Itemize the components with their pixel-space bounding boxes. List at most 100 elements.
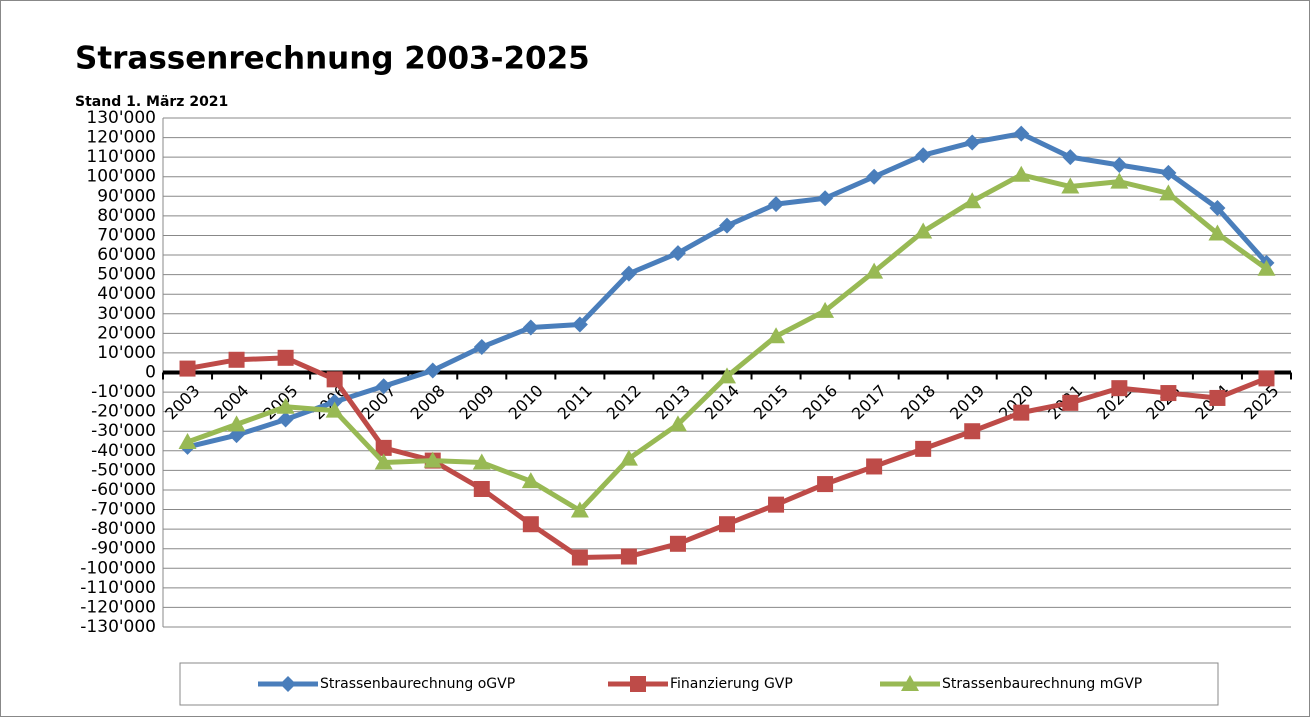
marker-diamond <box>1209 200 1226 217</box>
marker-triangle <box>718 367 736 384</box>
y-tick-label: -50'000 <box>91 460 156 480</box>
y-tick-label: 30'000 <box>97 304 156 324</box>
marker-triangle <box>1012 165 1031 182</box>
y-tick-label: -60'000 <box>91 480 156 500</box>
marker-triangle <box>1110 172 1129 189</box>
y-tick-label: 20'000 <box>97 323 156 343</box>
marker-diamond <box>719 217 735 234</box>
marker-triangle <box>325 401 344 418</box>
marker-triangle <box>178 432 197 449</box>
chart-title: Strassenrechnung 2003-2025 <box>75 41 590 77</box>
marker-triangle <box>521 472 540 489</box>
y-tick-label: 40'000 <box>97 284 156 304</box>
marker-diamond <box>280 676 296 692</box>
y-tick-label: -100'000 <box>80 558 156 578</box>
marker-square <box>630 676 646 692</box>
marker-triangle <box>816 301 835 318</box>
marker-triangle <box>423 451 442 468</box>
marker-square <box>228 351 245 368</box>
y-tick-label: 60'000 <box>97 245 156 265</box>
marker-square <box>719 516 735 533</box>
marker-diamond <box>915 147 932 164</box>
marker-diamond <box>424 362 441 379</box>
marker-square <box>768 496 785 513</box>
marker-diamond <box>1160 164 1177 181</box>
y-tick-label: 70'000 <box>97 225 156 245</box>
y-tick-label: -10'000 <box>91 382 156 402</box>
marker-triangle <box>1257 259 1276 276</box>
marker-diamond <box>1111 156 1128 173</box>
marker-square <box>1111 380 1128 397</box>
marker-triangle <box>1208 224 1227 241</box>
marker-square <box>1062 394 1079 411</box>
y-tick-label: -120'000 <box>80 597 156 617</box>
y-tick-label: -110'000 <box>80 578 156 598</box>
chart-subtitle: Stand 1. März 2021 <box>75 94 228 110</box>
marker-diamond <box>768 196 785 213</box>
y-tick-label: -20'000 <box>91 402 156 422</box>
marker-square <box>326 371 343 388</box>
y-tick-label: 10'000 <box>97 343 156 363</box>
marker-square <box>375 439 392 456</box>
marker-triangle <box>914 222 933 239</box>
y-tick-label: -130'000 <box>80 617 156 637</box>
marker-diamond <box>964 134 981 151</box>
y-tick-label: 110'000 <box>86 147 156 167</box>
marker-square <box>1013 404 1030 421</box>
marker-triangle <box>374 453 393 470</box>
y-tick-label: 120'000 <box>86 128 156 148</box>
marker-triangle <box>865 262 884 279</box>
marker-square <box>620 548 637 565</box>
marker-square <box>964 423 981 440</box>
legend-label: Strassenbaurechnung oGVP <box>320 676 515 692</box>
marker-square <box>179 360 196 377</box>
marker-diamond <box>1062 149 1079 166</box>
y-tick-label: 50'000 <box>97 265 156 285</box>
marker-triangle <box>1159 184 1178 201</box>
y-tick-label: -40'000 <box>91 441 156 461</box>
marker-diamond <box>522 319 539 336</box>
y-tick-label: 90'000 <box>97 186 156 206</box>
y-tick-label: -70'000 <box>91 500 156 520</box>
y-tick-label: 130'000 <box>86 108 156 128</box>
marker-triangle <box>276 397 295 414</box>
marker-diamond <box>817 190 834 207</box>
marker-square <box>1160 385 1177 402</box>
legend-label: Strassenbaurechnung mGVP <box>942 676 1142 692</box>
marker-triangle <box>901 675 919 691</box>
marker-square <box>571 549 588 566</box>
marker-square <box>473 480 490 497</box>
marker-triangle <box>963 192 982 209</box>
marker-triangle <box>227 415 246 432</box>
y-tick-label: 80'000 <box>97 206 156 226</box>
marker-triangle <box>570 501 589 518</box>
marker-square <box>915 440 932 457</box>
marker-square <box>1209 389 1226 406</box>
marker-square <box>866 458 883 475</box>
marker-triangle <box>619 449 638 466</box>
y-tick-label: 100'000 <box>86 167 156 187</box>
marker-square <box>522 516 539 533</box>
marker-diamond <box>620 265 637 282</box>
marker-diamond <box>473 339 490 356</box>
y-tick-label: 0 <box>145 363 156 383</box>
marker-diamond <box>1013 125 1030 142</box>
y-tick-label: -30'000 <box>91 421 156 441</box>
y-tick-label: -90'000 <box>91 539 156 559</box>
marker-square <box>277 349 294 366</box>
legend-box <box>179 662 1219 706</box>
marker-triangle <box>472 453 491 470</box>
marker-diamond <box>571 316 588 333</box>
marker-diamond <box>375 378 392 395</box>
marker-triangle <box>1061 177 1080 194</box>
marker-square <box>1258 370 1275 387</box>
marker-diamond <box>866 168 883 185</box>
marker-triangle <box>668 415 687 432</box>
y-tick-label: -80'000 <box>91 519 156 539</box>
marker-square <box>817 476 834 493</box>
legend-label: Finanzierung GVP <box>670 676 793 692</box>
marker-square <box>669 535 686 552</box>
marker-diamond <box>277 411 294 428</box>
